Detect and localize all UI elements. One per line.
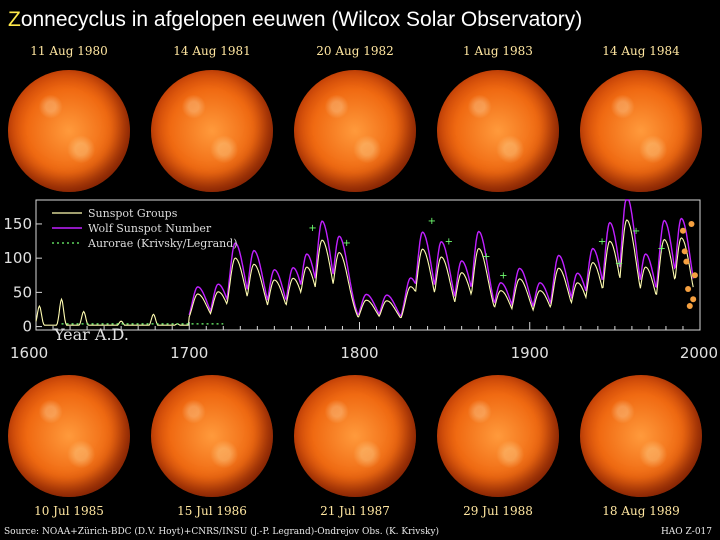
x-tick-label: 1800 bbox=[340, 344, 378, 362]
source-credit: Source: NOAA+Zürich-BDC (D.V. Hoyt)+CNRS… bbox=[4, 527, 440, 537]
sun-image-1983 bbox=[437, 70, 559, 192]
sun-image-1982 bbox=[294, 70, 416, 192]
sun-image-1984 bbox=[580, 70, 702, 192]
y-tick-label: 100 bbox=[3, 249, 32, 267]
y-tick-label: 150 bbox=[3, 215, 32, 233]
date-label: 29 Jul 1988 bbox=[463, 504, 533, 518]
aurorae-point: + bbox=[598, 236, 606, 247]
plot-frame bbox=[35, 199, 701, 331]
date-label: 14 Aug 1984 bbox=[602, 44, 680, 58]
aurorae-point: + bbox=[482, 252, 490, 263]
sun-image-1985 bbox=[8, 375, 130, 497]
page-title: Zonnecyclus in afgelopen eeuwen (Wilcox … bbox=[8, 8, 583, 31]
chart-background bbox=[0, 195, 720, 370]
aurorae-point: + bbox=[428, 216, 436, 227]
sun-image-1986 bbox=[151, 375, 273, 497]
figure-id: HAO Z-017 bbox=[660, 527, 712, 537]
sun-image-1989 bbox=[580, 375, 702, 497]
recent-marker bbox=[679, 227, 686, 234]
recent-marker bbox=[688, 220, 695, 227]
aurorae-point: + bbox=[615, 258, 623, 269]
recent-marker bbox=[681, 248, 688, 255]
date-label: 1 Aug 1983 bbox=[463, 44, 533, 58]
recent-marker bbox=[683, 258, 690, 265]
sun-image-1981 bbox=[151, 70, 273, 192]
aurorae-point: + bbox=[308, 223, 316, 234]
legend: Sunspot Groups Wolf Sunspot Number Auror… bbox=[52, 207, 238, 250]
wolf-sunspot-line bbox=[188, 199, 694, 317]
legend-entry-wolf: Wolf Sunspot Number bbox=[88, 222, 212, 235]
date-label: 21 Jul 1987 bbox=[320, 504, 390, 518]
aurorae-point: + bbox=[657, 243, 665, 254]
date-label: 18 Aug 1989 bbox=[602, 504, 680, 518]
x-tick-label: 1600 bbox=[10, 344, 48, 362]
aurorae-point: + bbox=[632, 226, 640, 237]
legend-entry-groups: Sunspot Groups bbox=[88, 207, 178, 220]
date-label: 15 Jul 1986 bbox=[177, 504, 247, 518]
x-axis-label: Year A.D. bbox=[53, 325, 129, 344]
sun-image-1988 bbox=[437, 375, 559, 497]
legend-entry-aurorae: Aurorae (Krivsky/Legrand) bbox=[87, 237, 238, 250]
date-label: 10 Jul 1985 bbox=[34, 504, 104, 518]
aurorae-point: + bbox=[342, 238, 350, 249]
sun-image-1987 bbox=[294, 375, 416, 497]
y-tick-label: 50 bbox=[13, 283, 32, 301]
aurorae-point: + bbox=[499, 271, 507, 282]
y-tick-label: 0 bbox=[22, 318, 32, 336]
date-label: 14 Aug 1981 bbox=[173, 44, 251, 58]
recent-marker bbox=[686, 303, 693, 310]
axis-layer: 0 50 100 150 1600 1700 1800 1900 2000 bbox=[3, 215, 718, 362]
date-label: 11 Aug 1980 bbox=[30, 44, 108, 58]
x-tick-label: 2000 bbox=[680, 344, 718, 362]
aurorae-point: + bbox=[445, 236, 453, 247]
recent-marker bbox=[685, 285, 692, 292]
series-layer: + + + + + + + + + + bbox=[35, 199, 698, 326]
recent-marker bbox=[691, 272, 698, 279]
recent-marker bbox=[690, 296, 697, 303]
sun-image-1980 bbox=[8, 70, 130, 192]
x-tick-label: 1700 bbox=[170, 344, 208, 362]
x-tick-label: 1900 bbox=[511, 344, 549, 362]
sunspot-groups-line bbox=[35, 219, 694, 326]
date-label: 20 Aug 1982 bbox=[316, 44, 394, 58]
